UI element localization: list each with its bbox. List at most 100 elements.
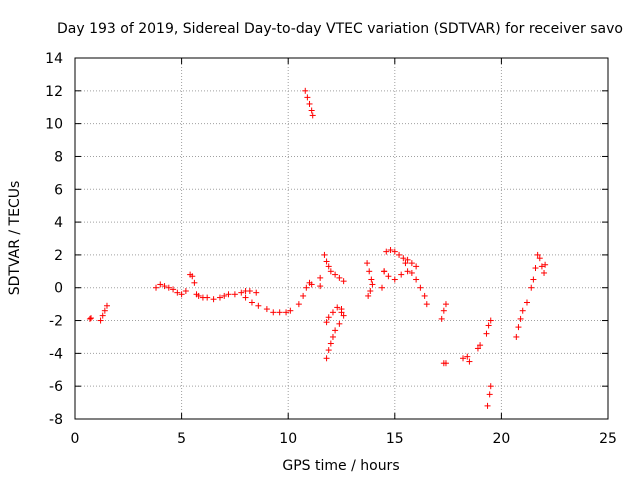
- x-tick-label: 20: [492, 431, 510, 447]
- x-axis-label: GPS time / hours: [282, 458, 399, 474]
- data-point: [317, 283, 324, 290]
- data-point: [225, 291, 232, 298]
- data-point: [189, 273, 196, 280]
- data-point: [538, 263, 545, 270]
- data-point: [442, 360, 449, 367]
- data-point: [523, 299, 530, 306]
- data-point: [304, 94, 311, 101]
- data-point: [302, 87, 309, 94]
- data-point: [327, 340, 334, 347]
- y-tick-label: 10: [45, 117, 63, 133]
- data-point: [338, 306, 345, 313]
- data-point: [191, 279, 198, 286]
- data-point: [216, 294, 223, 301]
- data-point: [309, 112, 316, 119]
- data-point: [306, 100, 313, 107]
- data-point: [270, 309, 277, 316]
- data-point: [402, 260, 409, 267]
- data-point: [396, 251, 403, 258]
- data-point: [321, 251, 328, 258]
- data-point: [332, 327, 339, 334]
- data-point: [417, 284, 424, 291]
- data-point: [161, 283, 168, 290]
- chart-title: Day 193 of 2019, Sidereal Day-to-day VTE…: [57, 21, 623, 37]
- data-point: [242, 294, 249, 301]
- y-tick-label: -8: [49, 412, 63, 428]
- y-tick-label: 6: [54, 182, 63, 198]
- data-point: [103, 302, 110, 309]
- data-point: [204, 294, 211, 301]
- data-point: [336, 320, 343, 327]
- data-point: [369, 281, 376, 288]
- data-point: [486, 391, 493, 398]
- data-point: [101, 307, 108, 314]
- data-point: [231, 291, 238, 298]
- data-point: [368, 276, 375, 283]
- data-point: [157, 281, 164, 288]
- y-tick-label: -2: [49, 314, 63, 330]
- data-point: [379, 284, 386, 291]
- data-point: [340, 312, 347, 319]
- data-point: [528, 284, 535, 291]
- data-point: [246, 288, 253, 295]
- data-point: [413, 276, 420, 283]
- data-point: [532, 265, 539, 272]
- x-tick-labels: 0 5 10 15 20 25: [71, 431, 617, 447]
- data-point: [460, 355, 467, 362]
- data-point: [438, 315, 445, 322]
- data-point: [174, 289, 181, 296]
- data-point: [487, 383, 494, 390]
- data-point: [221, 292, 228, 299]
- data-point: [440, 307, 447, 314]
- data-point: [391, 248, 398, 255]
- data-point: [325, 347, 332, 354]
- data-point: [530, 276, 537, 283]
- data-point: [295, 301, 302, 308]
- data-point: [308, 107, 315, 114]
- data-point: [86, 315, 93, 322]
- data-point: [182, 288, 189, 295]
- axis-ticks: [74, 57, 609, 420]
- data-point: [323, 355, 330, 362]
- data-point: [263, 306, 270, 313]
- data-point: [442, 301, 449, 308]
- data-point: [210, 296, 217, 303]
- y-tick-label: 12: [45, 84, 63, 100]
- data-point: [484, 402, 491, 409]
- data-point: [325, 314, 332, 321]
- data-point: [253, 289, 260, 296]
- data-point: [541, 269, 548, 276]
- y-tick-labels: -8 -6 -4 -2 0 2 4 6 8 10 12 14: [45, 51, 63, 428]
- data-point: [255, 302, 262, 309]
- data-point: [329, 333, 336, 340]
- data-point: [515, 324, 522, 331]
- data-point: [327, 268, 334, 275]
- data-point: [413, 263, 420, 270]
- data-point: [325, 263, 332, 270]
- data-point: [485, 322, 492, 329]
- data-point: [329, 309, 336, 316]
- data-point: [391, 276, 398, 283]
- data-point: [364, 260, 371, 267]
- data-point: [466, 358, 473, 365]
- x-tick-label: 10: [279, 431, 297, 447]
- data-point: [398, 271, 405, 278]
- data-point: [336, 274, 343, 281]
- data-points: [86, 87, 549, 409]
- data-point: [400, 255, 407, 262]
- y-tick-label: 2: [54, 248, 63, 264]
- data-point: [483, 330, 490, 337]
- data-point: [536, 255, 543, 262]
- data-point: [387, 246, 394, 253]
- data-point: [99, 312, 106, 319]
- data-point: [195, 292, 202, 299]
- y-tick-label: -4: [49, 346, 63, 362]
- data-point: [283, 309, 290, 316]
- data-point: [323, 319, 330, 326]
- data-point: [421, 292, 428, 299]
- data-point: [542, 261, 549, 268]
- y-tick-label: 0: [54, 281, 63, 297]
- data-point: [178, 291, 185, 298]
- data-point: [408, 260, 415, 267]
